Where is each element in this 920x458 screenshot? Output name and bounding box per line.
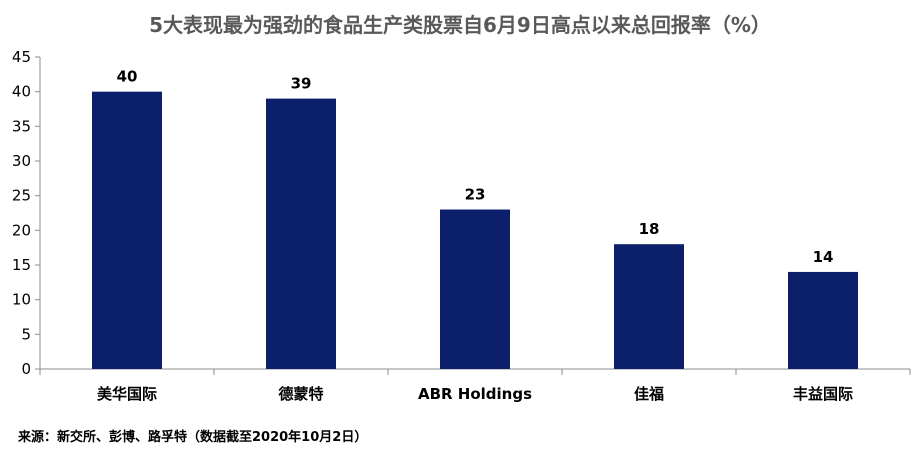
y-tick-label: 25	[12, 187, 31, 205]
bar-value-label: 40	[117, 68, 138, 86]
bar-value-label: 14	[813, 248, 834, 266]
bar-value-label: 39	[291, 75, 312, 93]
category-label: 德蒙特	[278, 385, 323, 403]
y-tick-label: 35	[12, 117, 31, 135]
bar	[614, 244, 684, 369]
y-tick-label: 15	[12, 256, 31, 274]
category-label: 美华国际	[97, 385, 157, 403]
x-axis	[39, 368, 911, 375]
y-tick-label: 40	[12, 83, 31, 101]
y-tick-label: 20	[12, 221, 31, 239]
value-labels: 40 39 23 18 14	[117, 68, 834, 266]
category-label: 丰益国际	[793, 385, 853, 403]
y-tick-label: 10	[12, 291, 31, 309]
category-label: 佳福	[634, 385, 664, 403]
bar-value-label: 18	[639, 220, 660, 238]
y-tick-label: 5	[21, 325, 31, 343]
y-tick-label: 45	[12, 48, 31, 66]
y-tick-label: 30	[12, 152, 31, 170]
y-axis: 0 5 10 15 20 25 30 35 40 45	[12, 48, 41, 378]
category-label: ABR Holdings	[418, 385, 532, 403]
bar	[92, 91, 162, 370]
bar	[266, 98, 336, 369]
bar	[788, 271, 858, 369]
chart-title: 5大表现最为强劲的食品生产类股票自6月9日高点以来总回报率（%）	[149, 13, 771, 37]
source-note: 来源：新交所、彭博、路孚特（数据截至2020年10月2日）	[17, 429, 367, 445]
bar-value-label: 23	[465, 186, 486, 204]
y-tick-label: 0	[21, 360, 31, 378]
category-labels: 美华国际 德蒙特 ABR Holdings 佳福 丰益国际	[97, 385, 853, 403]
bars	[92, 91, 858, 370]
bar	[440, 209, 510, 369]
